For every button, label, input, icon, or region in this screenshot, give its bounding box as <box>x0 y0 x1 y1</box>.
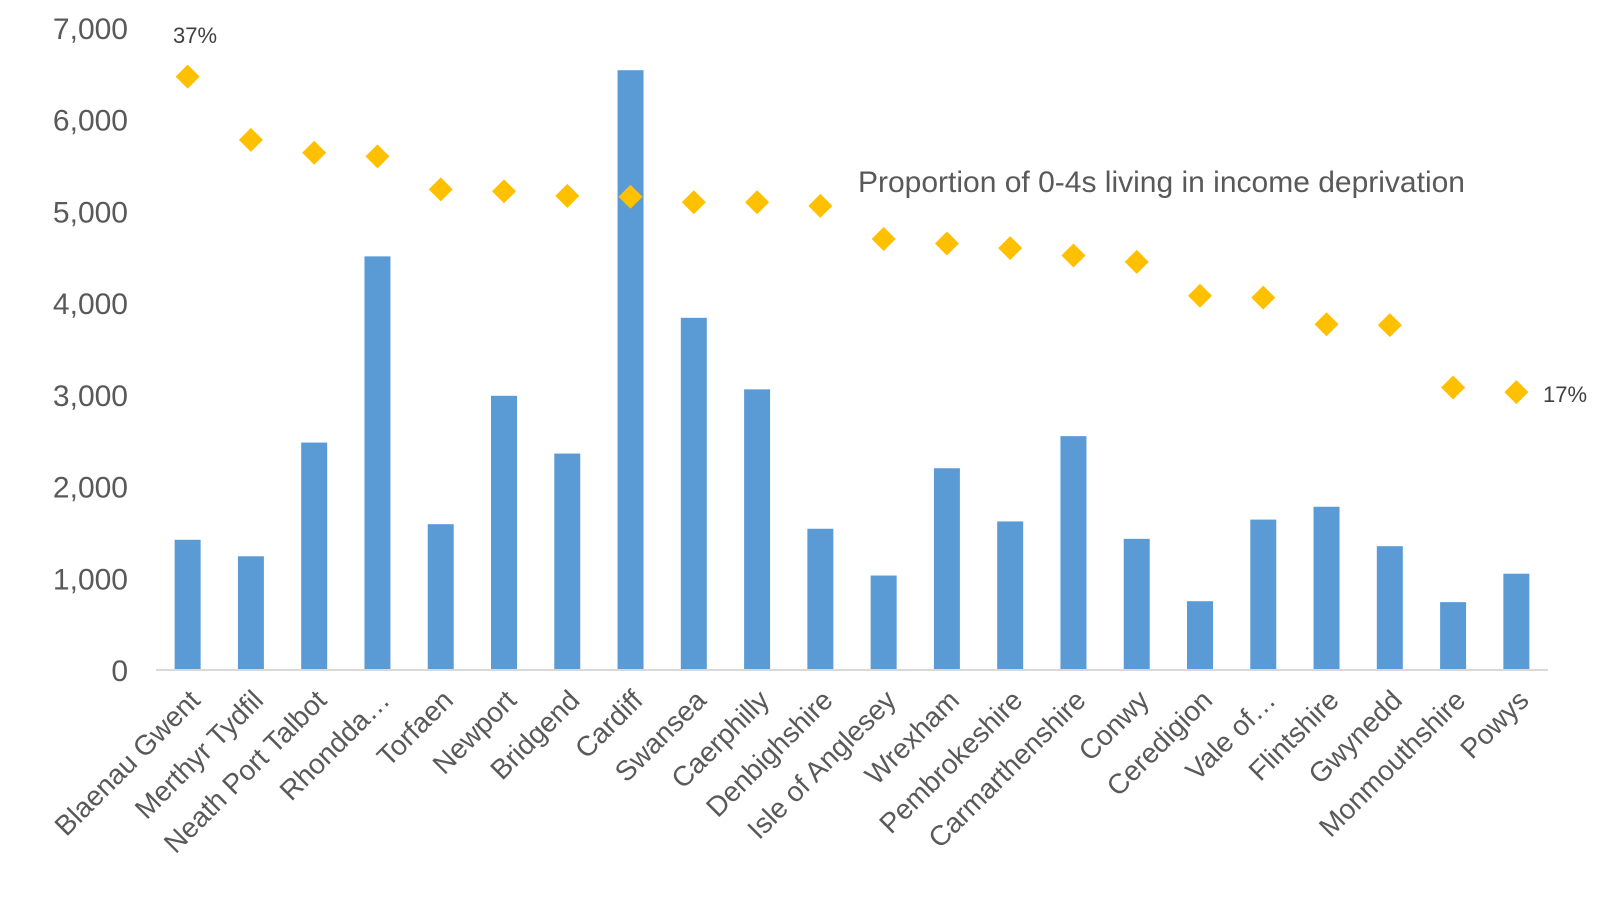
diamond-marker <box>302 140 327 165</box>
bar <box>1123 538 1150 670</box>
diamond-marker <box>428 177 453 202</box>
diamond-marker <box>238 127 263 152</box>
bar <box>174 539 201 670</box>
bar <box>870 575 897 670</box>
bar <box>1376 546 1403 670</box>
diamond-marker <box>871 226 896 251</box>
diamond-marker <box>1124 249 1149 274</box>
diamond-marker <box>492 179 516 204</box>
bar <box>807 528 834 670</box>
bar <box>1440 602 1467 670</box>
y-tick-label: 5,000 <box>53 196 128 229</box>
x-category-label: Powys <box>1454 684 1534 764</box>
bar <box>997 521 1024 670</box>
y-tick-label: 4,000 <box>53 288 128 321</box>
bar-series <box>174 70 1530 670</box>
y-tick-label: 1,000 <box>53 563 128 596</box>
bar <box>427 524 454 670</box>
diamond-marker <box>745 190 770 215</box>
diamond-marker <box>1061 243 1086 268</box>
bar <box>1187 601 1213 670</box>
diamond-marker <box>1314 312 1339 337</box>
diamond-marker <box>934 231 959 256</box>
bar <box>1503 573 1530 670</box>
first-point-label: 37% <box>173 23 217 48</box>
diamond-marker <box>1441 375 1466 400</box>
y-tick-label: 7,000 <box>53 13 128 46</box>
bar <box>364 256 391 670</box>
diamond-series <box>175 64 1529 405</box>
bar <box>1250 519 1277 670</box>
bar <box>1313 506 1340 670</box>
diamond-marker <box>618 184 643 209</box>
bar <box>680 317 707 670</box>
diamond-marker <box>998 236 1023 261</box>
diamond-marker <box>555 183 580 208</box>
bar <box>301 442 328 670</box>
y-tick-label: 6,000 <box>53 105 128 138</box>
bar <box>1060 436 1087 670</box>
diamond-marker <box>365 144 390 169</box>
bar <box>491 395 517 670</box>
bar <box>554 453 581 670</box>
y-tick-label: 0 <box>111 655 128 688</box>
bar <box>237 556 264 670</box>
y-tick-label: 2,000 <box>53 472 128 505</box>
bar <box>617 70 644 670</box>
bar <box>933 468 960 670</box>
diamond-marker <box>681 190 706 215</box>
diamond-marker <box>1377 313 1402 338</box>
last-point-label: 17% <box>1543 382 1587 407</box>
diamond-marker <box>1251 285 1276 310</box>
diamond-marker <box>175 64 200 89</box>
diamond-marker <box>1188 283 1212 308</box>
diamond-marker <box>1504 380 1529 405</box>
series-annotation: Proportion of 0-4s living in income depr… <box>858 166 1465 199</box>
y-axis-ticks: 0 1,000 2,000 3,000 4,000 5,000 6,000 7,000 <box>53 13 128 688</box>
bar <box>744 389 771 670</box>
diamond-marker <box>808 193 833 218</box>
y-tick-label: 3,000 <box>53 380 128 413</box>
